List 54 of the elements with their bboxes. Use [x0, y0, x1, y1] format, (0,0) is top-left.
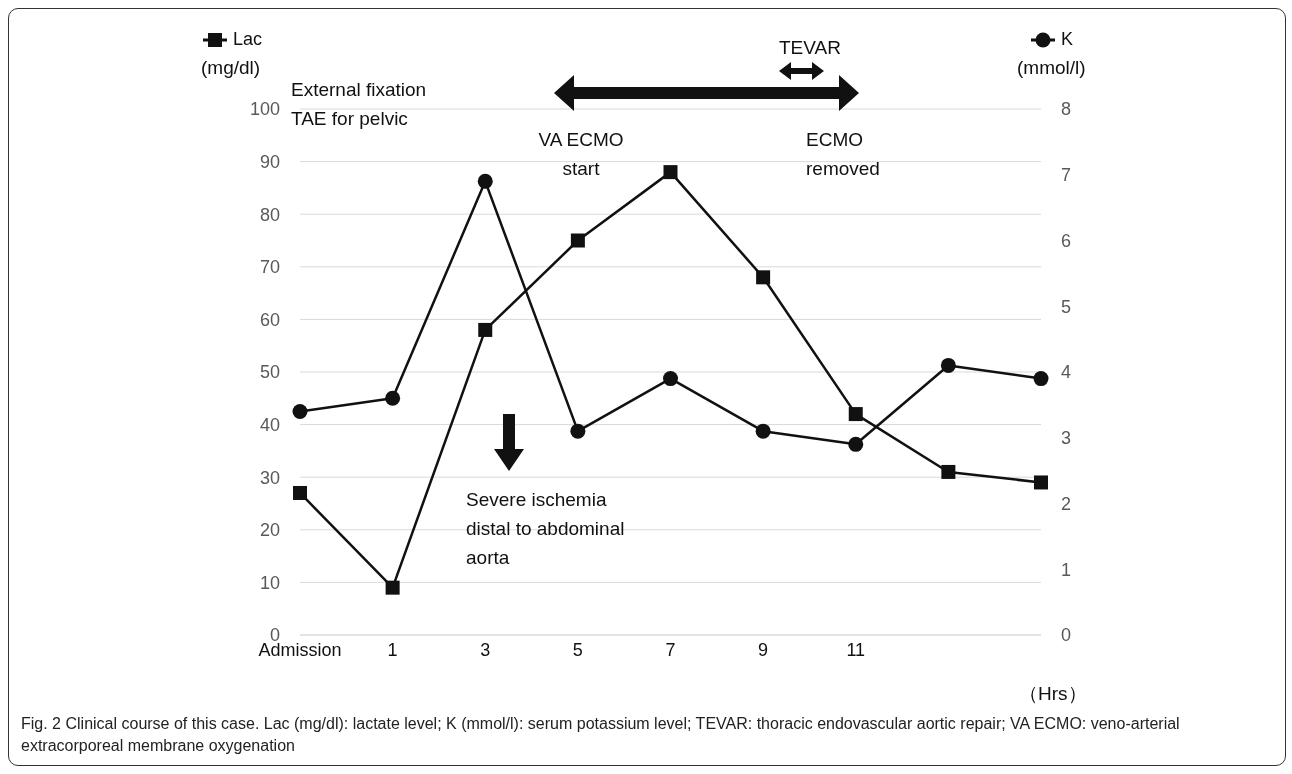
y-tick-label: 100: [249, 99, 280, 120]
point: [941, 464, 956, 479]
point: [293, 485, 307, 500]
x-axis-title: （Hrs）: [1019, 682, 1087, 706]
x-tick-label: 1: [387, 639, 398, 660]
y-tick-label: 60: [259, 309, 280, 330]
y-tick-label: 20: [259, 520, 280, 541]
point: [1033, 371, 1049, 387]
annotation: VA ECMO start: [537, 128, 625, 181]
point: [1034, 475, 1048, 490]
point: [663, 165, 678, 180]
point: [385, 390, 401, 406]
y2-tick-label: 0: [1061, 625, 1072, 646]
point: [570, 233, 585, 248]
y2-tick-label: 8: [1061, 99, 1072, 120]
annotation: ECMO removed: [806, 128, 880, 181]
y2-axis-title: (mmol/l): [1017, 57, 1086, 79]
x-tick-label: 11: [846, 639, 866, 660]
x-tick-label: 9: [758, 639, 769, 660]
y2-tick-label: 3: [1061, 428, 1072, 449]
annotation: Severe ischemia distal to abdominal aorta: [466, 488, 625, 570]
y-tick-label: 10: [259, 572, 280, 593]
x-tick-label: 3: [480, 639, 491, 660]
y2-tick-label: 4: [1061, 362, 1072, 383]
text: TEVAR: [779, 36, 841, 60]
x-tick-label: 7: [665, 639, 676, 660]
y2-tick-label: 1: [1061, 559, 1072, 580]
point: [570, 423, 586, 439]
point: [756, 270, 771, 285]
y-tick-label: 50: [259, 362, 280, 383]
x-tick-label: 5: [572, 639, 583, 660]
y2-tick-label: 5: [1061, 296, 1072, 317]
point: [477, 173, 493, 189]
point: [478, 322, 493, 337]
point: [385, 580, 400, 595]
y-axis-title: (mg/dl): [201, 57, 261, 79]
y2-tick-label: 2: [1061, 493, 1072, 514]
caption: Fig. 2 Clinical course of this case. Lac (mg/dl): lactate level; K (mmol/l): serum potassium level; TEVAR: thoracic endovascular aortic repair; VA ECMO: veno-arterial extracorporeal membrane oxygenation: [21, 714, 1181, 756]
point: [292, 403, 308, 419]
annotation: External fixation TAE for pelvic: [291, 78, 427, 131]
point: [755, 423, 771, 439]
point: [848, 407, 863, 422]
point: [848, 436, 864, 452]
y-tick-label: 70: [259, 257, 280, 278]
y-tick-label: 90: [259, 151, 280, 172]
legend-label: Lac: [232, 29, 263, 50]
y-tick-label: 40: [259, 414, 280, 435]
y-tick-label: 30: [259, 467, 280, 488]
y-tick-label: 80: [259, 204, 280, 225]
y2-tick-label: 7: [1061, 165, 1072, 186]
point: [940, 357, 956, 373]
legend-label: K: [1060, 29, 1074, 50]
y2-tick-label: 6: [1061, 230, 1072, 251]
point: [663, 371, 678, 387]
